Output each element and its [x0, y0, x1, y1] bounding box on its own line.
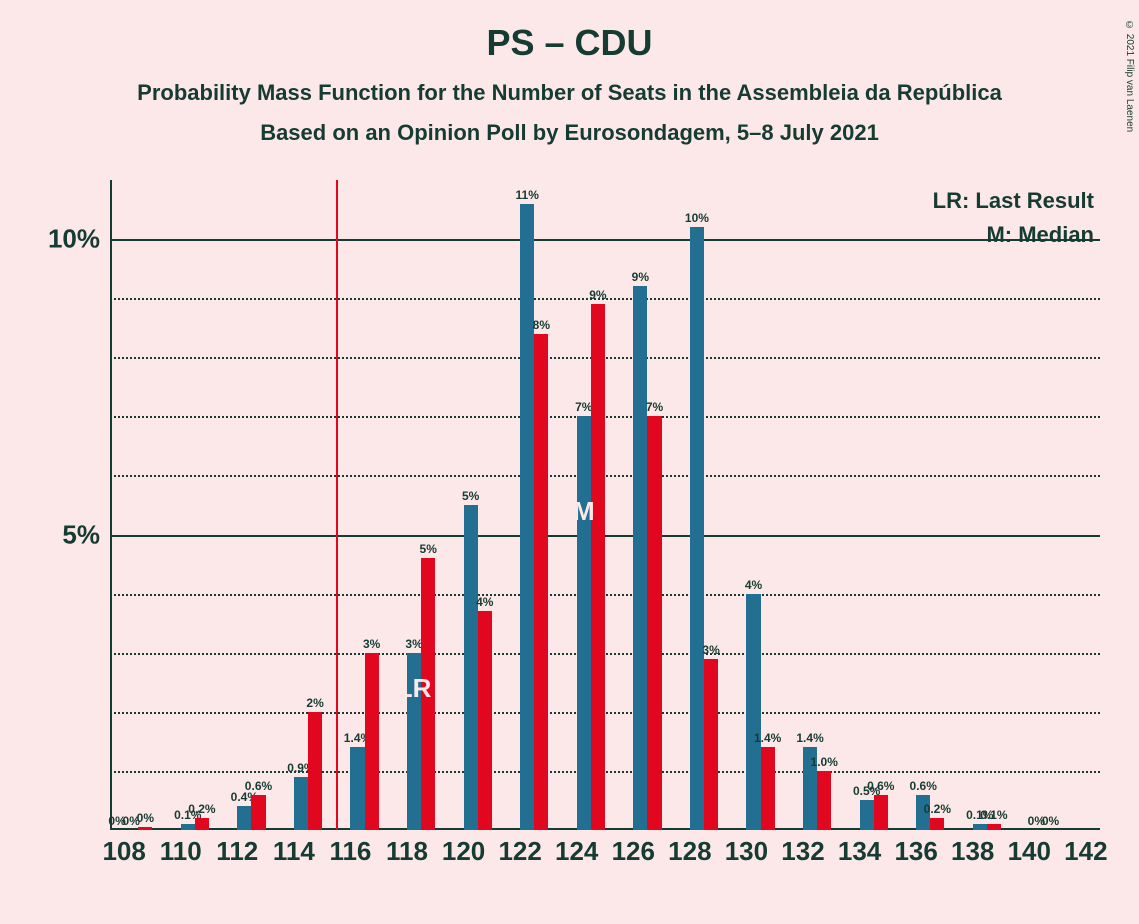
bar-red: 0% [138, 827, 152, 830]
bar-red: 0.2% [930, 818, 944, 830]
x-tick-label: 108 [102, 836, 145, 867]
chart-title: PS – CDU [0, 0, 1139, 64]
x-tick-label: 136 [894, 836, 937, 867]
bar-red: 3% [365, 653, 379, 830]
bar-label: 5% [420, 542, 437, 558]
copyright-text: © 2021 Filip van Laenen [1124, 20, 1135, 132]
x-tick-label: 124 [555, 836, 598, 867]
x-tick-label: 132 [781, 836, 824, 867]
x-tick-label: 130 [725, 836, 768, 867]
x-tick-label: 116 [329, 836, 371, 867]
bar-red: 1.0% [817, 771, 831, 830]
bar-label: 3% [702, 643, 719, 659]
bar-blue: 0.1% [181, 824, 195, 830]
chart-subtitle-2: Based on an Opinion Poll by Eurosondagem… [0, 106, 1139, 146]
x-tick-label: 126 [612, 836, 655, 867]
chart-area: 0%0%0%0.1%0.2%0.4%0.6%0.9%2%1.4%3%3%5%5%… [110, 180, 1100, 830]
plot-area: 0%0%0%0.1%0.2%0.4%0.6%0.9%2%1.4%3%3%5%5%… [110, 180, 1100, 830]
bar-red: 0.1% [987, 824, 1001, 830]
marker-lr: LR [397, 673, 432, 704]
bar-label: 7% [646, 400, 663, 416]
bar-label: 11% [516, 188, 539, 204]
legend: LR: Last Result M: Median [933, 188, 1094, 256]
bar-blue: 9% [633, 286, 647, 830]
legend-m: M: Median [933, 222, 1094, 256]
bar-label: 1.4% [796, 731, 823, 747]
bar-label: 0.6% [867, 779, 894, 795]
bar-red: 0.2% [195, 818, 209, 830]
bar-label: 0.1% [980, 808, 1007, 824]
y-tick-label: 5% [62, 519, 100, 550]
bar-label: 4% [745, 578, 762, 594]
bar-label: 4% [476, 595, 493, 611]
bar-label: 3% [405, 637, 422, 653]
y-tick-label: 10% [48, 224, 100, 255]
bar-label: 1.4% [754, 731, 781, 747]
bar-label: 1.0% [811, 755, 838, 771]
bar-red: 7% [647, 416, 661, 830]
legend-lr: LR: Last Result [933, 188, 1094, 222]
bar-label: 0.6% [245, 779, 272, 795]
bar-label: 10% [685, 211, 709, 227]
x-tick-label: 110 [160, 836, 202, 867]
x-tick-label: 118 [386, 836, 428, 867]
bar-label: 9% [589, 288, 606, 304]
x-tick-label: 128 [668, 836, 711, 867]
bar-label: 0.6% [910, 779, 937, 795]
x-tick-label: 112 [216, 836, 258, 867]
bar-label: 8% [533, 318, 550, 334]
bar-label: 3% [363, 637, 380, 653]
bar-blue: 0.4% [237, 806, 251, 830]
bar-red: 9% [591, 304, 605, 830]
bar-blue: 7% [577, 416, 591, 830]
bar-red: 3% [704, 659, 718, 830]
bar-blue: 5% [464, 505, 478, 830]
bar-red: 0.6% [251, 795, 265, 830]
bar-label: 0% [1042, 814, 1059, 830]
bar-blue: 0.5% [860, 800, 874, 830]
bar-blue: 0.9% [294, 777, 308, 830]
bar-blue: 0.1% [973, 824, 987, 830]
bar-red: 0.6% [874, 795, 888, 830]
bar-label: 0.2% [924, 802, 951, 818]
chart-subtitle-1: Probability Mass Function for the Number… [0, 64, 1139, 106]
bar-red: 8% [534, 334, 548, 830]
bar-blue: 4% [746, 594, 760, 830]
x-tick-label: 142 [1064, 836, 1107, 867]
bar-label: 7% [575, 400, 592, 416]
bar-blue: 1.4% [350, 747, 364, 830]
bar-blue: 10% [690, 227, 704, 830]
x-tick-label: 138 [951, 836, 994, 867]
bar-label: 0% [137, 811, 154, 827]
bar-red: 4% [478, 611, 492, 830]
bar-label: 2% [306, 696, 323, 712]
marker-median: M [573, 496, 595, 527]
x-tick-label: 140 [1008, 836, 1051, 867]
x-tick-label: 122 [498, 836, 541, 867]
x-tick-label: 114 [273, 836, 315, 867]
bar-label: 9% [632, 270, 649, 286]
x-tick-label: 120 [442, 836, 485, 867]
bar-label: 0.2% [188, 802, 215, 818]
bar-red: 2% [308, 712, 322, 830]
x-tick-label: 134 [838, 836, 881, 867]
bars-container: 0%0%0%0.1%0.2%0.4%0.6%0.9%2%1.4%3%3%5%5%… [110, 180, 1100, 830]
bar-blue: 11% [520, 204, 534, 830]
bar-label: 5% [462, 489, 479, 505]
bar-red: 1.4% [761, 747, 775, 830]
